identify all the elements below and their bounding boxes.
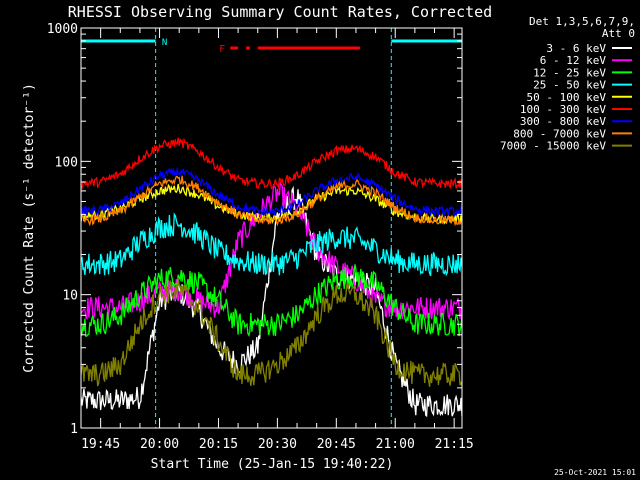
x-tick-label: 21:00 <box>376 437 415 452</box>
legend-entry-label: 50 - 100 keV <box>527 91 607 104</box>
plot-frame <box>80 27 463 429</box>
x-tick-label: 20:00 <box>140 437 179 452</box>
night-flag-label: N <box>162 38 167 48</box>
x-tick-label: 20:15 <box>199 437 238 452</box>
series-layer <box>81 137 462 418</box>
series-line-1 <box>81 181 462 321</box>
chart-title: RHESSI Observing Summary Count Rates, Co… <box>68 3 492 21</box>
x-tick-label: 20:30 <box>258 437 297 452</box>
y-tick-label: 100 <box>55 155 78 170</box>
legend-entry-label: 6 - 12 keV <box>540 54 607 67</box>
axes-layer: 1 10 100 1000 19:45 20:00 20:15 20:30 20:45 21:00… <box>47 22 474 452</box>
flare-flag-label: F <box>219 44 225 55</box>
legend-entry-label: 12 - 25 keV <box>533 66 606 79</box>
series-line-7 <box>81 175 462 227</box>
series-line-3 <box>81 212 462 277</box>
series-line-8 <box>81 278 462 387</box>
y-axis-label: Corrected Count Rate (s⁻¹ detector⁻¹) <box>22 83 37 373</box>
legend-entry-label: 7000 - 15000 keV <box>500 140 606 153</box>
y-tick-label: 10 <box>62 289 78 304</box>
legend-header-line: Att 0 <box>602 27 635 40</box>
legend-entry-label: 800 - 7000 keV <box>513 127 606 140</box>
legend-entry-label: 3 - 6 keV <box>546 42 606 55</box>
legend-entry-label: 25 - 50 keV <box>533 79 606 92</box>
y-tick-label: 1 <box>70 422 78 437</box>
series-line-2 <box>81 264 462 338</box>
series-line-6 <box>81 168 462 219</box>
x-tick-label: 19:45 <box>81 437 120 452</box>
legend-entry-label: 300 - 800 keV <box>520 115 606 128</box>
timestamp: 25-Oct-2021 15:01 <box>554 468 636 477</box>
x-tick-label: 21:15 <box>435 437 474 452</box>
legend-entry-label: 100 - 300 keV <box>520 103 606 116</box>
legend-header-line: Det 1,3,5,6,7,9, <box>529 15 635 28</box>
series-line-5 <box>81 137 462 191</box>
x-axis-label: Start Time (25-Jan-15 19:40:22) <box>151 457 394 472</box>
y-tick-label: 1000 <box>47 22 78 37</box>
x-tick-label: 20:45 <box>317 437 356 452</box>
